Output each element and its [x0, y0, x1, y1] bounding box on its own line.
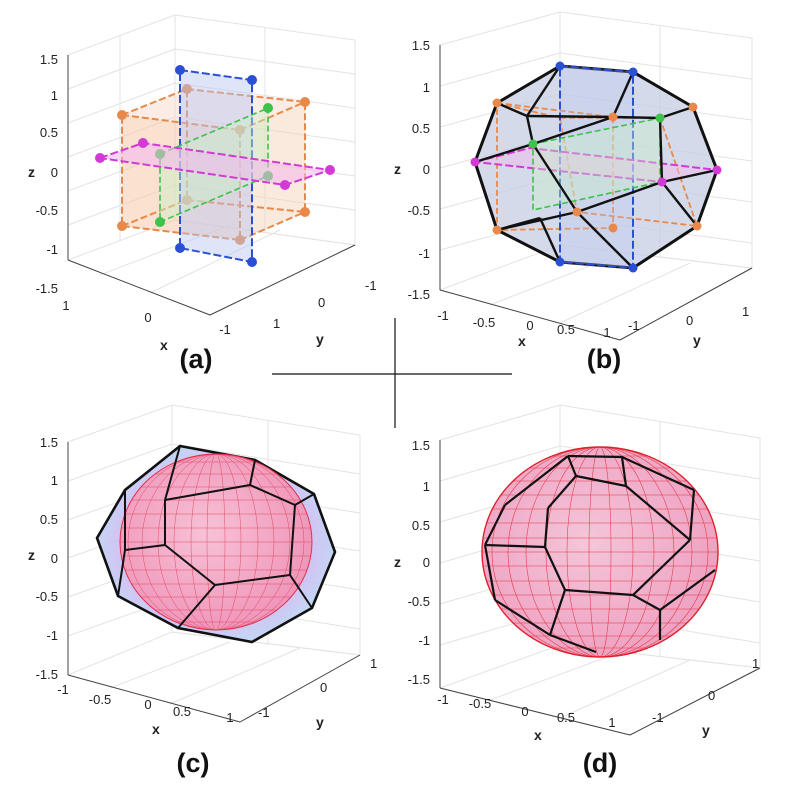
panel-c-z-tick: 0	[51, 551, 58, 566]
panel-a-x-tick: -1	[219, 322, 231, 337]
panel-c-dodecahedron-edges	[117, 445, 315, 629]
panel-a-x-tick: 0	[144, 310, 151, 325]
panel-c-y-axis-label: y	[316, 714, 324, 730]
panel-d-x-axis-label: x	[534, 727, 542, 743]
panel-a-z-axis-label: z	[28, 164, 35, 180]
panel-b-z-tick: 1.5	[412, 38, 430, 53]
panel-b-x-tick: 1	[603, 325, 610, 340]
panel-a-z-tick: -0.5	[36, 203, 58, 218]
panel-a-z-tick: 1	[51, 88, 58, 103]
panel-a-y-axis-label: y	[316, 331, 324, 347]
panel-c-x-axis-label: x	[152, 721, 160, 737]
panel-c-z-tick: 1	[51, 473, 58, 488]
panel-d-sphere-mesh	[481, 446, 719, 658]
panel-c-x-tick: -1	[57, 682, 69, 697]
panel-c-z-tick: 1.5	[40, 435, 58, 450]
panel-c-z-tick: 0.5	[40, 512, 58, 527]
panel-b-z-tick: -1	[418, 246, 430, 261]
panel-b-label: (b)	[587, 344, 621, 374]
panel-b-x-tick: -0.5	[473, 315, 495, 330]
panel-b-z-tick: 0	[423, 162, 430, 177]
panel-b-y-tick: 0	[686, 313, 693, 328]
panel-c-z-tick: -1	[46, 628, 58, 643]
panel-d-x-tick: -1	[437, 692, 449, 707]
panel-c: 1.5 1 0.5 0 -0.5 -1 -1.5 -1 -0.5 0 0.5 1…	[28, 404, 377, 778]
panel-a-y-tick: 0	[318, 295, 325, 310]
panel-d-z-tick: 1.5	[412, 438, 430, 453]
panel-b-z-tick: -0.5	[408, 203, 430, 218]
panel-b-x-tick: 0.5	[557, 322, 575, 337]
panel-c-x-tick: 0	[144, 697, 151, 712]
panel-b-z-tick: 0.5	[412, 121, 430, 136]
panel-d-z-tick: 0	[423, 555, 430, 570]
panel-d-y-tick: -1	[652, 710, 664, 725]
panel-a-x-axis-label: x	[160, 337, 168, 353]
panel-b-y-tick: -1	[628, 318, 640, 333]
panel-b-y-tick: 1	[742, 304, 749, 319]
panel-b-z-tick: -1.5	[408, 287, 430, 302]
panel-a-z-tick: 1.5	[40, 52, 58, 67]
panel-a-y-tick: 1	[273, 316, 280, 331]
panel-d-x-tick: 0.5	[557, 710, 575, 725]
panel-c-x-tick: -0.5	[89, 692, 111, 707]
panel-a-z-tick: 0	[51, 165, 58, 180]
panel-d-label: (d)	[583, 748, 617, 778]
panel-b-x-tick: 0	[526, 318, 533, 333]
panel-d-x-tick: 0	[521, 704, 528, 719]
panel-d-y-tick: 1	[752, 656, 759, 671]
panel-d-x-tick: 1	[608, 715, 615, 730]
panel-a-magenta-rectangle	[95, 138, 335, 190]
panel-d-x-tick: -0.5	[469, 696, 491, 711]
panel-b-x-tick: -1	[437, 308, 449, 323]
panel-d-y-axis-label: y	[702, 722, 710, 738]
panel-a-z-tick: -1	[46, 242, 58, 257]
panel-d-y-tick: 0	[708, 688, 715, 703]
panel-c-y-tick: 0	[320, 680, 327, 695]
panel-c-label: (c)	[177, 748, 210, 778]
panel-b-x-axis-label: x	[518, 333, 526, 349]
panel-c-z-axis-label: z	[28, 547, 35, 563]
panel-a: 1.5 1 0.5 0 -0.5 -1 -1.5 1 0 -1 -1 0 1 z…	[28, 14, 377, 374]
panel-b-dodecahedron	[470, 61, 722, 273]
panel-c-y-tick: 1	[370, 656, 377, 671]
panel-a-z-tick: -1.5	[36, 281, 58, 296]
panel-d-z-tick: -1.5	[408, 672, 430, 687]
panel-b-y-axis-label: y	[693, 332, 701, 348]
panel-a-x-tick: 1	[62, 298, 69, 313]
panel-d-z-tick: 1	[423, 479, 430, 494]
panel-c-y-tick: -1	[258, 705, 270, 720]
panel-a-z-tick: 0.5	[40, 125, 58, 140]
panel-c-x-tick: 1	[226, 710, 233, 725]
panel-b-z-axis-label: z	[394, 161, 401, 177]
panel-d-z-tick: -0.5	[408, 594, 430, 609]
panel-c-z-tick: -0.5	[36, 589, 58, 604]
panel-d-z-tick: 0.5	[412, 518, 430, 533]
panel-b-z-tick: 1	[423, 80, 430, 95]
panel-d: 1.5 1 0.5 0 -0.5 -1 -1.5 -1 -0.5 0 0.5 1…	[394, 404, 761, 778]
panel-a-y-tick: -1	[365, 278, 377, 293]
panel-d-z-tick: -1	[418, 633, 430, 648]
panel-a-label: (a)	[180, 344, 213, 374]
panel-d-dodecahedron-edges	[483, 454, 716, 654]
panel-c-z-tick: -1.5	[36, 667, 58, 682]
panel-c-x-tick: 0.5	[173, 704, 191, 719]
panel-d-z-axis-label: z	[394, 554, 401, 570]
panel-b: 1.5 1 0.5 0 -0.5 -1 -1.5 -1 -0.5 0 0.5 1…	[394, 11, 753, 374]
